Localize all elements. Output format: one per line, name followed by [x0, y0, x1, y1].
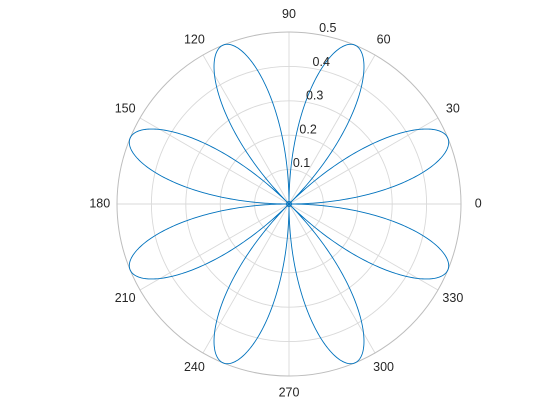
r-gridline-0: [254, 169, 324, 239]
theta-tick-label-60: 60: [377, 32, 391, 46]
polar-grid: [116, 31, 462, 377]
data-layer: [128, 43, 450, 365]
tick-labels: 0 30 60 90 120 150 180 210 240 270 300 330 0.1 0.2 0.3…: [89, 7, 481, 399]
theta-gridline-60: [288, 54, 376, 205]
theta-gridline-120: [202, 54, 290, 205]
theta-tick-label-0: 0: [475, 196, 482, 210]
r-gridline-2: [185, 100, 393, 308]
theta-tick-label-120: 120: [184, 32, 205, 46]
r-tick-label-3: 0.4: [313, 55, 330, 69]
r-tick-label-1: 0.2: [299, 122, 316, 136]
theta-tick-label-90: 90: [282, 7, 296, 21]
theta-tick-label-270: 270: [279, 385, 300, 399]
theta-gridline-300: [288, 203, 376, 354]
theta-tick-label-330: 330: [442, 291, 463, 305]
outer-ring: [116, 31, 462, 377]
theta-tick-label-150: 150: [115, 102, 136, 116]
r-tick-label-4: 0.5: [319, 21, 336, 35]
theta-gridline-240: [202, 203, 290, 354]
theta-tick-label-240: 240: [184, 360, 205, 374]
r-gridline-1: [219, 134, 359, 274]
theta-gridline-210: [139, 203, 290, 291]
rose-curve-series: [128, 43, 450, 365]
theta-gridline-330: [288, 203, 439, 291]
theta-tick-label-180: 180: [89, 196, 110, 210]
r-tick-label-0: 0.1: [293, 156, 310, 170]
theta-tick-label-30: 30: [446, 102, 460, 116]
r-gridline-3: [150, 65, 428, 343]
origin-marker: [286, 201, 292, 207]
theta-gridline-30: [288, 117, 439, 205]
r-tick-label-2: 0.3: [306, 89, 323, 103]
theta-tick-label-210: 210: [115, 291, 136, 305]
theta-gridline-150: [139, 117, 290, 205]
theta-tick-label-300: 300: [373, 360, 394, 374]
